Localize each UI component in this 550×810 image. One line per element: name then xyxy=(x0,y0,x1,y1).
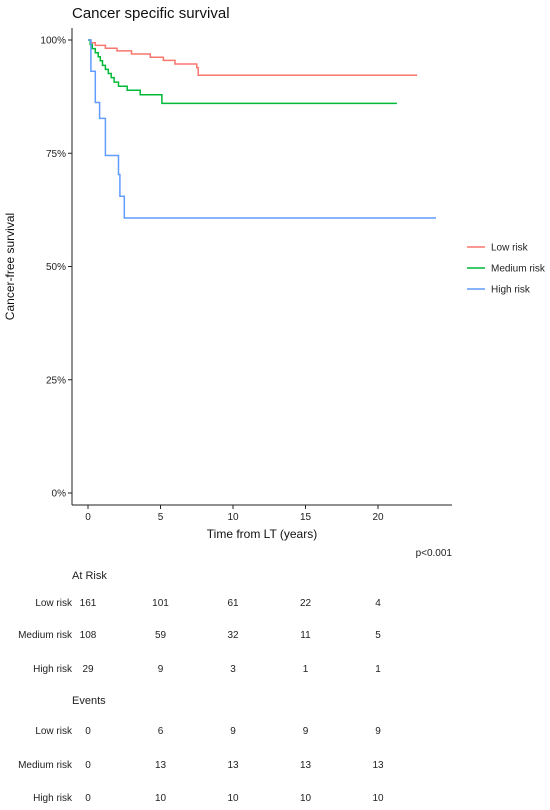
chart-title: Cancer specific survival xyxy=(72,5,230,22)
events-row-label: Low risk xyxy=(35,726,73,737)
at-risk-row-label: High risk xyxy=(33,664,73,675)
p-value: p<0.001 xyxy=(416,548,453,559)
at-risk-cell: 59 xyxy=(155,630,167,641)
x-tick-label: 5 xyxy=(158,512,164,523)
events-cell: 0 xyxy=(85,793,91,804)
plot-area: 0% 25% 50% 75% 100% 0 5 10 15 20 xyxy=(40,28,452,523)
at-risk-cell: 108 xyxy=(80,630,97,641)
x-tick-label: 15 xyxy=(300,512,312,523)
at-risk-cell: 5 xyxy=(375,630,381,641)
series-line-medium-risk xyxy=(88,39,397,105)
at-risk-cell: 61 xyxy=(227,598,239,609)
at-risk-cell: 22 xyxy=(300,598,312,609)
y-tick-label: 0% xyxy=(52,489,67,500)
legend-label: Medium risk xyxy=(491,264,546,275)
events-cell: 13 xyxy=(155,760,167,771)
events-cell: 13 xyxy=(227,760,239,771)
at-risk-cell: 1 xyxy=(375,664,381,675)
series-line-low-risk xyxy=(88,39,418,77)
series-lines xyxy=(88,39,436,219)
x-tick-label: 0 xyxy=(85,512,91,523)
events-cell: 6 xyxy=(158,726,164,737)
x-ticks: 0 5 10 15 20 xyxy=(85,505,384,523)
at-risk-cell: 3 xyxy=(230,664,236,675)
events-row-label: Medium risk xyxy=(18,760,73,771)
events-cell: 9 xyxy=(303,726,309,737)
legend-label: High risk xyxy=(491,285,531,296)
y-tick-label: 50% xyxy=(46,262,66,273)
events-cell: 10 xyxy=(227,793,239,804)
at-risk-row-label: Medium risk xyxy=(18,630,73,641)
events-cell: 10 xyxy=(300,793,312,804)
at-risk-cell: 161 xyxy=(80,598,97,609)
at-risk-cell: 29 xyxy=(82,664,94,675)
events-cell: 0 xyxy=(85,760,91,771)
y-tick-label: 25% xyxy=(46,375,66,386)
y-ticks: 0% 25% 50% 75% 100% xyxy=(40,36,72,500)
x-tick-label: 10 xyxy=(227,512,239,523)
at-risk-cell: 11 xyxy=(300,630,311,641)
events-cell: 10 xyxy=(372,793,384,804)
at-risk-cell: 32 xyxy=(227,630,239,641)
series-line-high-risk xyxy=(88,39,436,219)
events-title: Events xyxy=(72,695,106,707)
at-risk-title: At Risk xyxy=(72,570,107,582)
legend-label: Low risk xyxy=(491,243,529,254)
x-tick-label: 20 xyxy=(372,512,384,523)
y-tick-label: 100% xyxy=(40,36,66,47)
at-risk-cell: 4 xyxy=(375,598,381,609)
legend: Low risk Medium risk High risk xyxy=(467,243,546,296)
at-risk-row-label: Low risk xyxy=(35,598,73,609)
at-risk-cell: 101 xyxy=(152,598,169,609)
events-cell: 9 xyxy=(375,726,381,737)
events-row-label: High risk xyxy=(33,793,73,804)
y-axis-label: Cancer-free survival xyxy=(3,213,17,320)
events-cell: 13 xyxy=(372,760,384,771)
at-risk-cell: 9 xyxy=(158,664,164,675)
events-cell: 10 xyxy=(155,793,167,804)
events-cell: 0 xyxy=(85,726,91,737)
y-tick-label: 75% xyxy=(46,149,66,160)
events-cell: 13 xyxy=(300,760,312,771)
at-risk-cell: 1 xyxy=(303,664,309,675)
events-cell: 9 xyxy=(230,726,236,737)
x-axis-label: Time from LT (years) xyxy=(207,527,317,541)
